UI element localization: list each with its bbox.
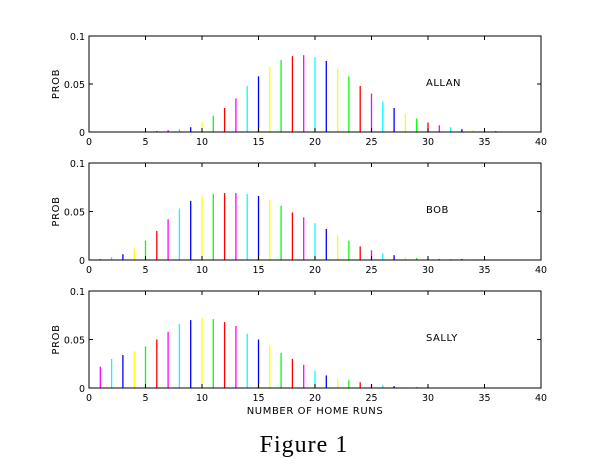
x-tick-label: 20 xyxy=(309,265,321,276)
x-tick-label: 20 xyxy=(309,393,321,404)
y-tick-label: 0.05 xyxy=(64,336,85,347)
y-tick-label: 0 xyxy=(79,256,85,267)
x-tick-label: 10 xyxy=(196,265,208,276)
y-tick-label: 0 xyxy=(79,384,85,395)
x-tick-label: 20 xyxy=(309,137,321,148)
x-tick-label: 10 xyxy=(196,393,208,404)
x-tick-label: 25 xyxy=(365,265,377,276)
series-annotation: ALLAN xyxy=(426,78,461,89)
x-tick-label: 15 xyxy=(252,137,264,148)
chart-panels: 0 5 10 15 20 25 30 35 40 0 0.05 0.1 PROB ALLAN 0 5 10 15 2… xyxy=(51,32,547,404)
x-tick-label: 25 xyxy=(365,137,377,148)
x-tick-label: 5 xyxy=(142,137,148,148)
x-tick-label: 15 xyxy=(252,265,264,276)
x-axis-label: NUMBER OF HOME RUNS xyxy=(247,406,384,417)
x-tick-label: 5 xyxy=(142,393,148,404)
x-tick-label: 30 xyxy=(422,265,434,276)
x-tick-label: 0 xyxy=(86,393,92,404)
x-tick-label: 40 xyxy=(535,393,547,404)
y-tick-label: 0.1 xyxy=(70,159,85,170)
y-tick-label: 0.05 xyxy=(64,208,85,219)
y-tick-label: 0.1 xyxy=(70,32,85,43)
series-annotation: SALLY xyxy=(426,333,458,344)
x-tick-label: 10 xyxy=(196,137,208,148)
x-tick-label: 30 xyxy=(422,137,434,148)
x-tick-label: 5 xyxy=(142,265,148,276)
y-tick-label: 0.05 xyxy=(64,80,85,91)
figure-caption: Figure 1 xyxy=(260,432,349,458)
x-tick-label: 30 xyxy=(422,393,434,404)
x-tick-label: 0 xyxy=(86,137,92,148)
series-annotation: BOB xyxy=(426,205,449,216)
y-axis-label: PROB xyxy=(51,196,62,226)
panel-bob: 0 5 10 15 20 25 30 35 40 0 0.05 0.1 PROB BOB xyxy=(51,159,547,276)
y-axis-label: PROB xyxy=(51,324,62,354)
x-tick-label: 15 xyxy=(252,393,264,404)
x-tick-label: 35 xyxy=(478,265,490,276)
panel-sally: 0 5 10 15 20 25 30 35 40 0 0.05 0.1 PROB SALLY xyxy=(51,287,547,404)
x-tick-label: 25 xyxy=(365,393,377,404)
y-tick-label: 0.1 xyxy=(70,287,85,298)
y-axis-label: PROB xyxy=(51,69,62,99)
panel-allan: 0 5 10 15 20 25 30 35 40 0 0.05 0.1 PROB ALLAN xyxy=(51,32,547,148)
x-tick-label: 40 xyxy=(535,265,547,276)
x-tick-label: 35 xyxy=(478,137,490,148)
x-tick-label: 0 xyxy=(86,265,92,276)
y-tick-label: 0 xyxy=(79,128,85,139)
x-tick-label: 35 xyxy=(478,393,490,404)
x-tick-label: 40 xyxy=(535,137,547,148)
